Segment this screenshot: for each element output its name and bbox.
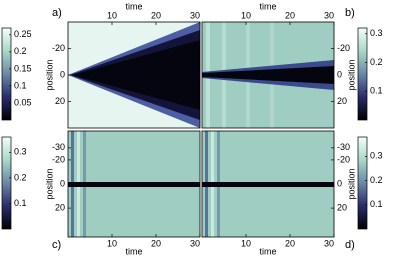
panel-label: b) — [345, 7, 355, 19]
y-tick-label: -30 — [52, 142, 65, 152]
colorbar-tick-label: 0.05 — [14, 97, 32, 107]
y-tick-label: 0 — [60, 178, 65, 188]
x-tick-label: 20 — [285, 238, 295, 248]
colorbar-tick-label: 0.3 — [370, 151, 383, 161]
colorbar-tick-label: 0.1 — [370, 86, 383, 96]
colorbar-tick-label: 0.1 — [14, 198, 27, 208]
heatmap-d — [202, 131, 334, 237]
y-tick-label: 0 — [337, 178, 342, 188]
y-tick-label: -20 — [52, 154, 65, 164]
x-tick-label: 30 — [190, 10, 200, 20]
panel-label: c) — [52, 239, 61, 251]
colorbar-tick-label: 0.2 — [370, 57, 383, 67]
heatmap-a — [68, 22, 200, 128]
x-axis-label: time — [125, 246, 142, 256]
colorbar-tick-label: 0.25 — [14, 29, 32, 39]
panel-label: a) — [52, 7, 62, 19]
y-axis-label: position — [44, 59, 54, 90]
y-axis-label: position — [346, 168, 356, 199]
y-tick-label: 0 — [60, 69, 65, 79]
x-tick-label: 20 — [151, 238, 161, 248]
colorbar — [357, 27, 368, 121]
y-tick-label: -30 — [337, 142, 350, 152]
colorbar-tick-label: 0.2 — [14, 172, 27, 182]
panel-label: d) — [345, 239, 355, 251]
colorbar — [1, 136, 12, 230]
x-tick-label: 10 — [107, 238, 117, 248]
colorbar-tick-label: 0.3 — [14, 147, 27, 157]
x-tick-label: 30 — [190, 238, 200, 248]
y-tick-label: 20 — [55, 96, 65, 106]
y-tick-label: -20 — [52, 43, 65, 53]
y-tick-label: 20 — [337, 202, 347, 212]
y-axis-label: position — [44, 168, 54, 199]
colorbar-tick-label: 0.2 — [14, 46, 27, 56]
x-tick-label: 30 — [324, 238, 334, 248]
x-axis-label: time — [125, 1, 142, 11]
x-tick-label: 10 — [107, 10, 117, 20]
x-axis-label: time — [259, 1, 276, 11]
colorbar — [357, 136, 368, 230]
y-tick-label: 20 — [55, 202, 65, 212]
y-tick-label: 20 — [337, 96, 347, 106]
colorbar-tick-label: 0.2 — [370, 175, 383, 185]
colorbar — [1, 27, 12, 121]
x-tick-label: 10 — [241, 10, 251, 20]
heatmap-c — [68, 131, 200, 237]
x-tick-label: 10 — [241, 238, 251, 248]
y-axis-label: position — [346, 59, 356, 90]
x-tick-label: 30 — [324, 10, 334, 20]
y-tick-label: 0 — [337, 69, 342, 79]
colorbar-tick-label: 0.1 — [14, 80, 27, 90]
colorbar-tick-label: 0.15 — [14, 63, 32, 73]
x-axis-label: time — [259, 246, 276, 256]
x-tick-label: 20 — [285, 10, 295, 20]
y-tick-label: -20 — [337, 154, 350, 164]
y-tick-label: -20 — [337, 43, 350, 53]
colorbar-tick-label: 0.3 — [370, 28, 383, 38]
colorbar-tick-label: 0.1 — [370, 199, 383, 209]
heatmap-b — [202, 22, 334, 128]
x-tick-label: 20 — [151, 10, 161, 20]
